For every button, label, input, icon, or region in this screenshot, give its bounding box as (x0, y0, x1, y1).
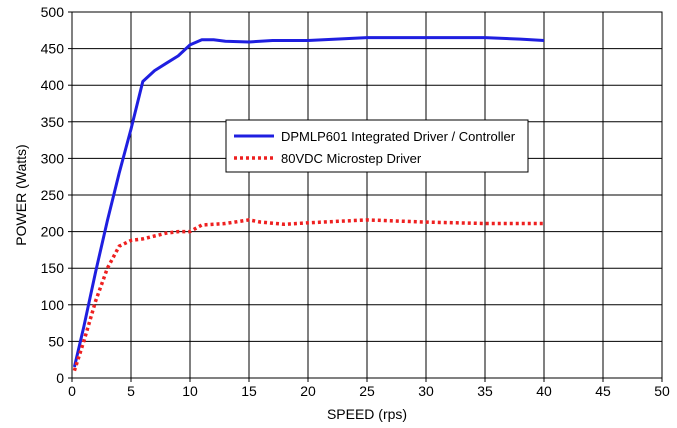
x-tick-label: 45 (595, 383, 611, 399)
y-tick-label: 400 (41, 77, 65, 93)
y-tick-label: 50 (48, 333, 64, 349)
y-tick-label: 250 (41, 187, 65, 203)
y-tick-label: 0 (56, 370, 64, 386)
series-line-1 (72, 36, 545, 368)
x-tick-label: 40 (536, 383, 552, 399)
x-tick-label: 15 (241, 383, 257, 399)
x-tick-label: 5 (127, 383, 135, 399)
legend-box (225, 119, 529, 173)
series-line-2 (72, 218, 544, 372)
x-tick-label: 35 (477, 383, 493, 399)
y-tick-label: 200 (41, 224, 65, 240)
y-axis-title: POWER (Watts) (13, 144, 29, 245)
x-tick-label: 25 (359, 383, 375, 399)
x-tick-label: 20 (300, 383, 316, 399)
legend-label: DPMLP601 Integrated Driver / Controller (281, 129, 516, 144)
x-axis-title: SPEED (rps) (327, 406, 407, 422)
y-tick-label: 450 (41, 41, 65, 57)
series-lines (72, 36, 545, 372)
y-axis-ticks: 0 50 100 150 200 250 300 350 400 450 500 (41, 4, 72, 386)
x-tick-label: 10 (182, 383, 198, 399)
x-axis-ticks: 0 5 10 15 20 25 30 35 40 45 50 (68, 378, 670, 399)
x-tick-label: 30 (418, 383, 434, 399)
y-tick-label: 300 (41, 150, 65, 166)
y-tick-label: 350 (41, 114, 65, 130)
legend: DPMLP601 Integrated Driver / Controller 8… (225, 119, 529, 173)
y-tick-label: 100 (41, 297, 65, 313)
legend-label: 80VDC Microstep Driver (281, 151, 422, 166)
x-tick-label: 0 (68, 383, 76, 399)
y-tick-label: 500 (41, 4, 65, 20)
y-tick-label: 150 (41, 260, 65, 276)
x-tick-label: 50 (654, 383, 670, 399)
